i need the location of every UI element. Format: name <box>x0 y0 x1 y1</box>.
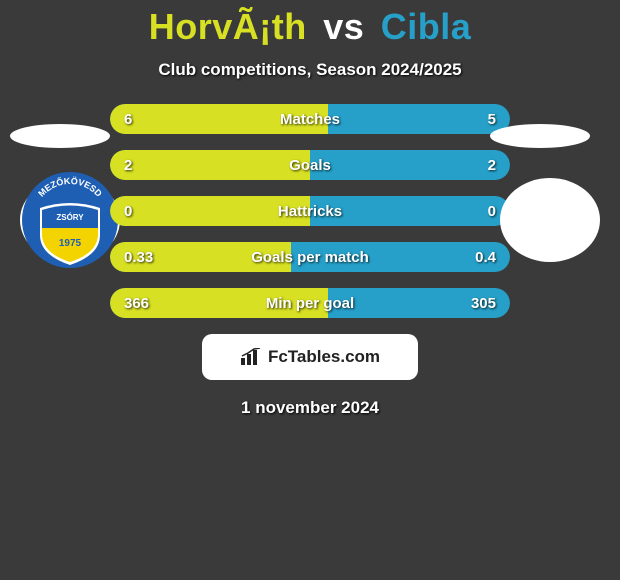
snapshot-date: 1 november 2024 <box>0 398 620 418</box>
stat-value-left: 0 <box>124 203 132 220</box>
stat-value-right: 0 <box>488 203 496 220</box>
stat-value-left: 6 <box>124 111 132 128</box>
comparison-title: HorvÃ¡th vs Cibla <box>0 0 620 48</box>
stat-row: 366 Min per goal 305 <box>110 288 510 318</box>
stat-row: 0.33 Goals per match 0.4 <box>110 242 510 272</box>
club-badge-left: ZSÓRY 1975 MEZŐKÖVESD <box>20 170 120 270</box>
stat-label: Matches <box>280 111 340 128</box>
player1-name: HorvÃ¡th <box>149 6 307 47</box>
badge-mid-text: ZSÓRY <box>56 213 84 222</box>
stats-container: 6 Matches 5 2 Goals 2 0 Hattricks 0 0.33 Goals per… <box>110 104 510 318</box>
stat-value-left: 0.33 <box>124 249 153 266</box>
stat-value-left: 2 <box>124 157 132 174</box>
attribution-badge: FcTables.com <box>202 334 418 380</box>
stat-row: 2 Goals 2 <box>110 150 510 180</box>
stat-label: Hattricks <box>278 203 342 220</box>
stat-label: Min per goal <box>266 295 354 312</box>
stat-value-right: 5 <box>488 111 496 128</box>
ellipse-bottom-right <box>500 178 600 262</box>
stat-value-right: 0.4 <box>475 249 496 266</box>
season-subtitle: Club competitions, Season 2024/2025 <box>0 60 620 80</box>
ellipse-top-left <box>10 124 110 148</box>
vs-connector: vs <box>323 6 364 47</box>
attribution-text: FcTables.com <box>268 347 380 367</box>
stat-label: Goals <box>289 157 331 174</box>
stat-value-left: 366 <box>124 295 149 312</box>
badge-year: 1975 <box>59 238 82 249</box>
stat-value-right: 305 <box>471 295 496 312</box>
stat-row: 0 Hattricks 0 <box>110 196 510 226</box>
stat-label: Goals per match <box>251 249 369 266</box>
stat-row: 6 Matches 5 <box>110 104 510 134</box>
stat-value-right: 2 <box>488 157 496 174</box>
player2-name: Cibla <box>381 6 472 47</box>
bar-chart-icon <box>240 348 262 366</box>
